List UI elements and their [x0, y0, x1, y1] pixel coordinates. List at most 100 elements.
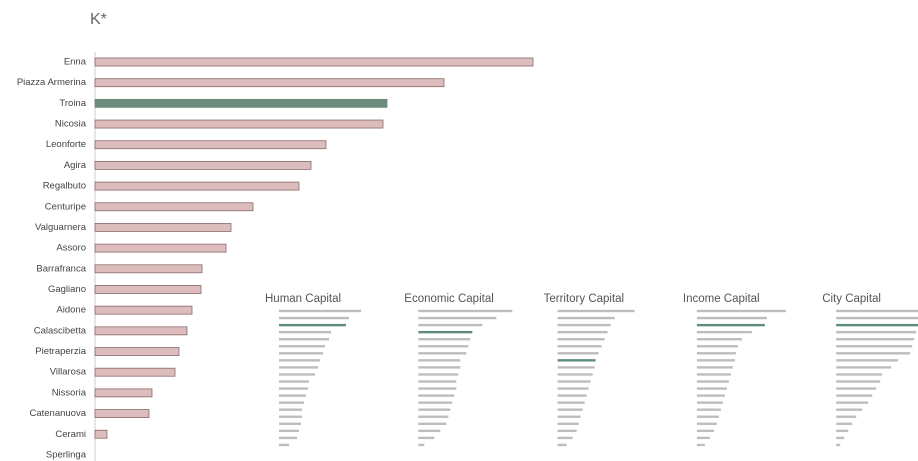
bar	[557, 352, 599, 355]
y-tick-label: Enna	[64, 57, 87, 68]
bar	[557, 359, 596, 362]
bar	[418, 373, 459, 376]
bar	[279, 359, 320, 362]
bar	[94, 98, 388, 108]
bar	[94, 140, 327, 150]
bar	[557, 443, 567, 447]
y-tick-label: Sperlinga	[46, 449, 87, 460]
bar	[279, 408, 302, 411]
bar	[557, 380, 591, 383]
bar	[279, 373, 315, 376]
bar	[279, 422, 301, 425]
bar	[557, 345, 602, 348]
y-tick-label: Cerami	[55, 429, 86, 440]
bar	[418, 394, 455, 397]
bar	[418, 330, 473, 334]
bar	[557, 422, 579, 425]
bar	[279, 429, 299, 433]
bar	[418, 359, 461, 362]
bar	[696, 436, 710, 440]
bar	[836, 422, 853, 425]
bar	[94, 181, 300, 191]
bar	[418, 345, 469, 348]
bar	[418, 422, 447, 425]
bar	[696, 338, 742, 341]
bar	[279, 309, 361, 313]
bar	[279, 330, 331, 334]
bar	[557, 366, 595, 369]
bar	[418, 338, 471, 341]
bar	[418, 415, 449, 418]
bar	[836, 345, 913, 348]
bar	[836, 316, 918, 320]
panel-title: City Capital	[822, 293, 881, 305]
bar	[557, 429, 577, 433]
bar	[836, 436, 845, 440]
bar	[696, 422, 717, 425]
y-tick-label: Agira	[64, 160, 87, 171]
panel-title: Income Capital	[683, 293, 760, 305]
panel-title: Territory Capital	[544, 293, 625, 305]
bar	[418, 366, 461, 369]
bar	[279, 366, 318, 369]
bar	[279, 323, 346, 327]
bar	[696, 443, 705, 447]
bar	[279, 443, 289, 447]
bar	[418, 401, 453, 404]
bar	[557, 387, 589, 390]
y-tick-label: Barrafranca	[36, 263, 86, 274]
bar	[418, 436, 435, 440]
bar	[557, 309, 635, 313]
y-tick-label: Villarosa	[50, 367, 87, 378]
bar	[94, 119, 384, 129]
bar	[94, 409, 150, 418]
bar	[279, 345, 325, 348]
bar	[696, 352, 736, 355]
bar	[696, 429, 714, 433]
bar	[279, 415, 302, 418]
bar	[279, 380, 309, 383]
bar	[557, 316, 615, 320]
bar	[836, 373, 883, 376]
bar	[279, 436, 297, 440]
bar	[557, 415, 581, 418]
bar	[557, 408, 583, 411]
chart-title: K*	[90, 11, 107, 28]
bar	[836, 387, 877, 390]
y-tick-label: Valguarnera	[35, 222, 87, 233]
bar	[836, 352, 911, 355]
bar	[836, 366, 892, 369]
y-tick-label: Centuripe	[45, 201, 86, 212]
bar	[696, 401, 723, 404]
y-tick-label: Piazza Armerina	[17, 77, 87, 88]
bar	[94, 285, 202, 294]
y-tick-label: Assoro	[56, 243, 86, 254]
y-tick-label: Calascibetta	[34, 325, 87, 336]
y-tick-label: Regalbuto	[43, 181, 86, 192]
bar	[836, 408, 863, 411]
y-tick-label: Pietraperzia	[35, 346, 86, 357]
panel-title: Human Capital	[265, 293, 341, 305]
bar	[94, 347, 180, 356]
bar	[696, 408, 721, 411]
bar	[94, 202, 254, 212]
y-tick-label: Nissoria	[52, 387, 87, 398]
bar	[418, 408, 451, 411]
bar	[418, 323, 483, 327]
y-tick-label: Aidone	[56, 305, 86, 316]
bar	[418, 380, 457, 383]
bar	[696, 345, 738, 348]
bar	[696, 309, 786, 313]
bar	[696, 373, 731, 376]
bar	[418, 352, 467, 355]
bar	[279, 338, 329, 341]
bar	[94, 57, 534, 67]
bar	[94, 388, 153, 398]
bar	[836, 359, 899, 362]
bar	[696, 330, 752, 334]
bar	[418, 309, 513, 313]
bar	[557, 394, 587, 397]
y-tick-label: Troina	[59, 98, 86, 109]
y-tick-label: Nicosia	[55, 119, 87, 130]
bar	[557, 323, 611, 327]
